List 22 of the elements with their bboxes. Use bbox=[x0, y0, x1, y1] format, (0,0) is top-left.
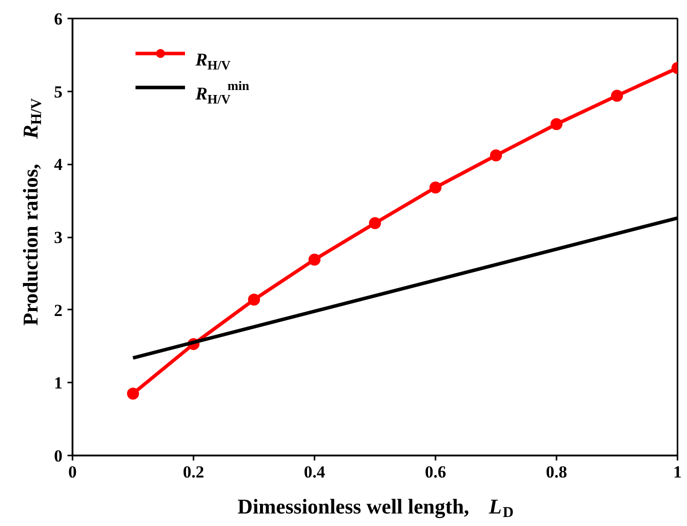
x-tick-label: 0.4 bbox=[304, 462, 326, 482]
y-tick-label: 3 bbox=[54, 228, 62, 247]
point bbox=[308, 254, 320, 266]
point bbox=[490, 149, 502, 162]
y-tick-label: 4 bbox=[54, 155, 63, 174]
y-tick-label: 5 bbox=[54, 82, 62, 102]
y-tick-label: 1 bbox=[54, 374, 62, 393]
y-tick-label: 6 bbox=[54, 10, 62, 28]
point bbox=[127, 388, 139, 400]
x-tick-label: 0 bbox=[68, 462, 77, 482]
point bbox=[369, 217, 381, 230]
point bbox=[248, 294, 260, 306]
point bbox=[550, 118, 562, 130]
x-tick-label: 0.8 bbox=[546, 462, 568, 482]
x-tick-label: 0.6 bbox=[424, 462, 446, 482]
point bbox=[611, 90, 623, 102]
x-tick-label: 0.2 bbox=[182, 462, 204, 482]
point bbox=[430, 181, 442, 194]
y-tick-label: 0 bbox=[54, 446, 62, 466]
x-tick-label: 1 bbox=[673, 462, 682, 482]
y-tick-label: 2 bbox=[54, 300, 62, 320]
y-axis-title: Production ratios, RH/V bbox=[18, 98, 45, 326]
